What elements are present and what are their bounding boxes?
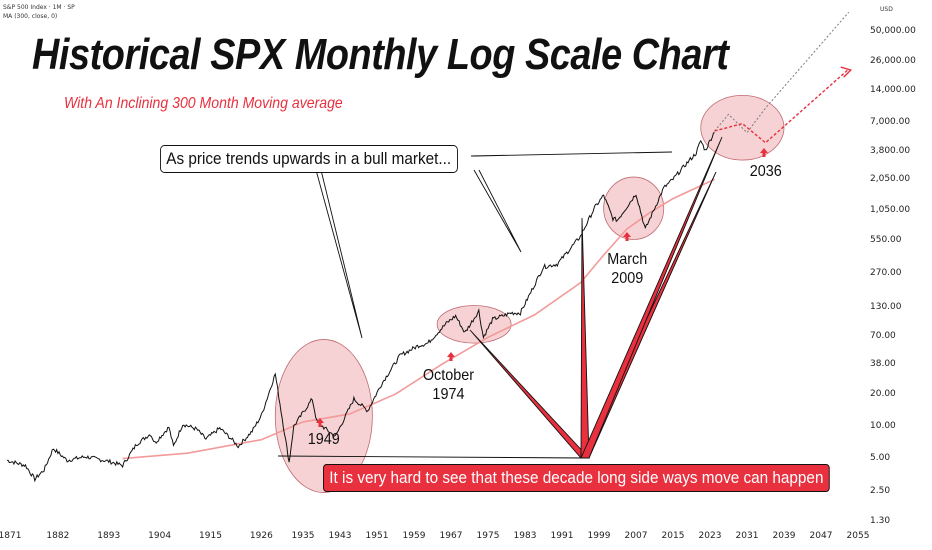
y-tick-label: 1,050.00	[870, 205, 911, 216]
projection-arrowhead	[840, 66, 853, 78]
note-2009-line1: March	[607, 251, 648, 268]
ellipse-1929-1949	[274, 339, 373, 493]
sideways-pointer-2	[580, 217, 590, 459]
x-tick-label: 1926	[249, 531, 273, 541]
y-tick-label: 270.00	[870, 268, 902, 279]
series-spx-price	[7, 132, 715, 483]
sideways-pointer-1	[469, 329, 591, 459]
x-tick-label: 2055	[846, 531, 870, 541]
y-tick-label: 130.00	[870, 302, 902, 313]
y-tick-label: 2.50	[870, 485, 891, 496]
note-1974-line2: 1974	[432, 386, 465, 403]
bull-market-callout: As price trends upwards in a bull market…	[160, 145, 458, 173]
x-tick-label: 1951	[365, 531, 389, 541]
chart-subtitle: With An Inclining 300 Month Moving avera…	[64, 95, 343, 112]
x-tick-label: 1882	[46, 531, 70, 541]
y-tick-label: 7,000.00	[870, 117, 911, 128]
series-ma-300	[122, 178, 715, 460]
x-tick-label: 2007	[624, 531, 648, 541]
x-tick-label: 1983	[513, 531, 537, 541]
ellipse-1966-1982	[436, 305, 512, 344]
y-tick-label: 26,000.00	[870, 56, 916, 67]
x-tick-label: 1999	[587, 531, 611, 541]
x-tick-label: 1967	[439, 531, 463, 541]
y-tick-label: 20.00	[870, 389, 896, 400]
y-tick-label: 38.00	[870, 359, 896, 370]
projection-gray	[714, 11, 850, 134]
note-1974: October 1974	[423, 366, 474, 404]
y-tick-label: 50,000.00	[870, 26, 916, 36]
bull-pointer-2	[470, 151, 673, 157]
x-tick-label: 1943	[328, 531, 352, 541]
note-2009: March 2009	[607, 250, 647, 288]
y-tick-label: 70.00	[870, 330, 896, 341]
currency-label: USD	[880, 6, 893, 13]
bull-pointer-1	[473, 169, 522, 253]
x-tick-label: 2047	[809, 531, 833, 541]
note-2009-line2: 2009	[611, 270, 644, 287]
low-marker-0	[316, 418, 324, 427]
y-tick-label: 550.00	[870, 235, 902, 246]
bull-pointer-0	[315, 169, 363, 339]
x-tick-label: 1935	[291, 531, 315, 541]
x-tick-label: 1893	[97, 531, 121, 541]
x-tick-label: 1975	[476, 531, 500, 541]
x-tick-label: 1871	[0, 531, 22, 541]
x-tick-label: 2031	[735, 531, 759, 541]
sideways-callout: It is very hard to see that these decade…	[323, 464, 830, 492]
y-tick-label: 14,000.00	[870, 85, 916, 96]
note-1949: 1949	[307, 431, 340, 448]
x-tick-label: 1904	[148, 531, 172, 541]
chart-title: Historical SPX Monthly Log Scale Chart	[32, 30, 729, 79]
low-marker-1	[447, 352, 455, 361]
note-1974-line1: October	[422, 367, 475, 384]
y-tick-label: 3,800.00	[870, 145, 911, 156]
ellipse-2000-2013	[603, 176, 665, 240]
x-tick-label: 2015	[661, 531, 685, 541]
indicator-header: MA (300, close, 0)	[3, 13, 58, 20]
x-tick-label: 1959	[402, 531, 426, 541]
y-tick-label: 1.30	[870, 516, 891, 526]
x-tick-label: 1991	[550, 531, 574, 541]
x-tick-label: 2039	[772, 531, 796, 541]
low-marker-2	[623, 232, 631, 241]
low-marker-3	[760, 148, 768, 157]
sideways-pointer-4	[580, 136, 723, 459]
chart-symbol-header: S&P 500 Index · 1M · SP	[3, 4, 75, 11]
note-2036: 2036	[749, 163, 782, 180]
y-tick-label: 10.00	[870, 421, 896, 432]
y-tick-label: 2,050.00	[870, 174, 911, 185]
x-tick-label: 2023	[698, 531, 722, 541]
y-tick-label: 5.00	[870, 453, 891, 464]
x-tick-label: 1915	[199, 531, 222, 541]
